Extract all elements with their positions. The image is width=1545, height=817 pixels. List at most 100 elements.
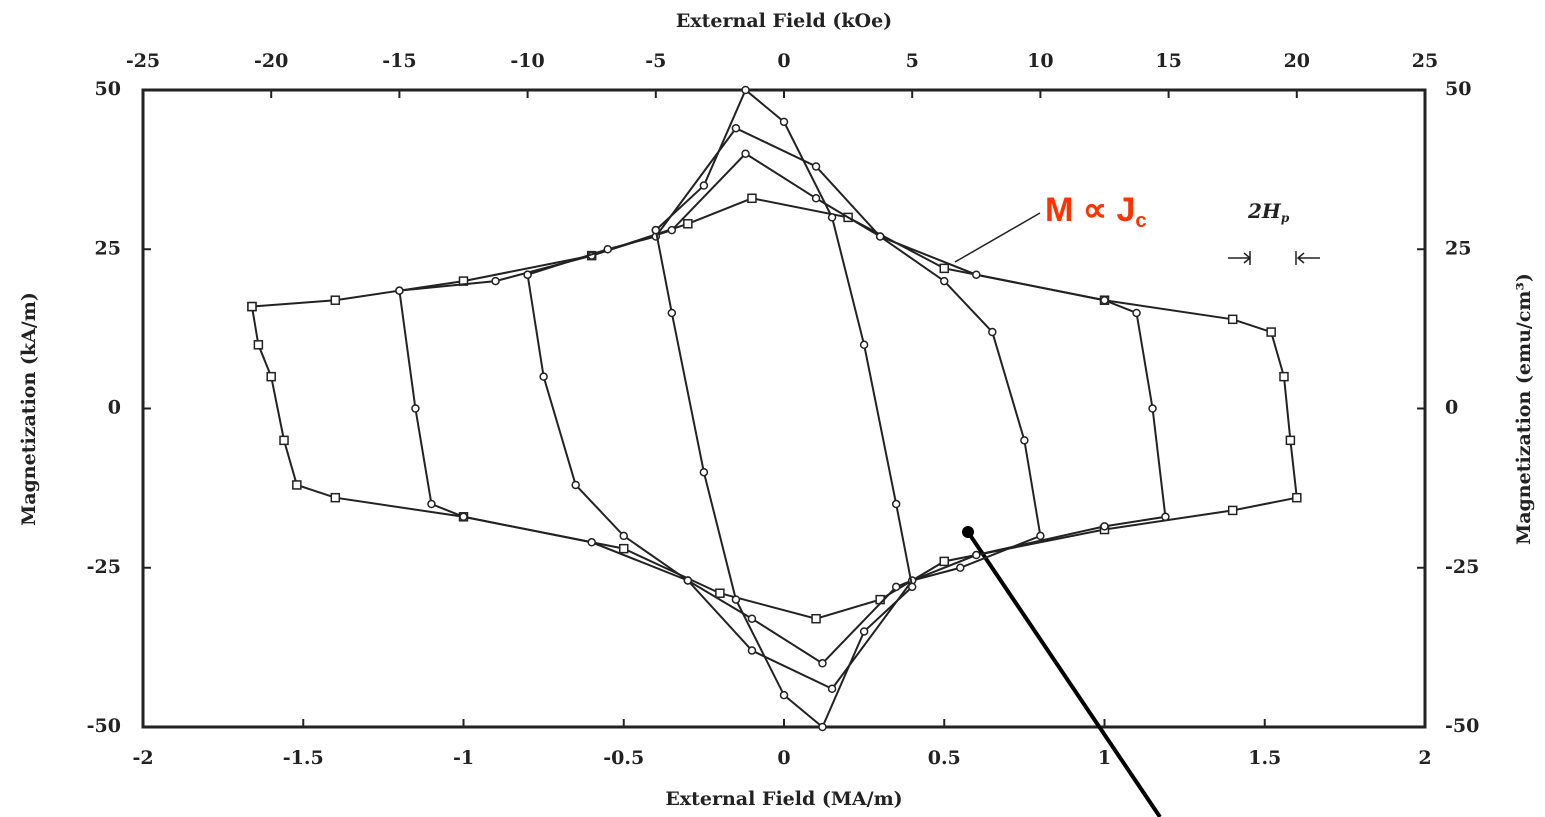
point [827,213,837,222]
point [779,690,789,700]
annotation: 2Hp [1247,199,1290,225]
point [395,286,404,295]
hp-arrows [1228,251,1320,265]
point [859,627,869,636]
point [811,162,821,171]
point [619,543,629,554]
point [891,499,901,509]
point [988,327,997,337]
point [491,276,500,286]
point [279,435,289,446]
point [571,480,580,490]
point [266,371,276,382]
point [1227,505,1238,516]
point [683,219,693,229]
x2-tick-label: -10 [510,50,544,72]
point [747,646,757,655]
x2-tick-label: 0 [777,50,790,72]
x-tick-label: 1 [1098,747,1111,769]
point [330,295,341,305]
point [253,340,264,350]
annotation-sub: p [1281,211,1290,225]
x2-tick-label: -25 [126,50,160,72]
x-tick-label: -1 [453,747,474,769]
loop [523,123,1045,694]
x-tick-label: 2 [1418,747,1431,769]
point [1132,308,1141,318]
x-axis-label: External Field (MA/m) [665,788,902,810]
point [1285,435,1296,446]
y-axis-label: Magnetization (kA/m) [18,292,40,526]
point [667,308,677,318]
point [1036,531,1045,541]
point [247,301,257,312]
point [667,225,677,235]
y-tick-label: -50 [87,715,121,737]
loop-line [526,126,1042,691]
point [651,225,661,235]
point [1227,314,1238,325]
point [972,270,981,279]
x-tick-label: 0.5 [928,747,961,769]
point [539,372,548,381]
point [875,232,885,241]
x2-axis-label: External Field (kOe) [676,10,892,32]
x2-tick-label: 20 [1284,50,1310,72]
point [715,588,725,598]
point [891,582,901,592]
point [972,550,981,560]
y2-tick-label: -50 [1445,715,1479,737]
point [940,276,949,286]
point [818,659,827,668]
point [1100,522,1109,531]
point [859,340,869,350]
loop [651,85,917,732]
annotation-sub: c [1135,211,1146,233]
point [811,194,821,203]
point [1148,404,1157,413]
x2-tick-label: -20 [254,50,288,72]
y2-tick-label: 25 [1445,237,1471,259]
y-tick-label: 50 [95,78,121,100]
point [741,149,750,158]
point [411,404,420,413]
point [939,263,949,274]
x-tick-label: 1.5 [1248,747,1281,769]
point [1292,492,1302,503]
point [523,270,532,279]
x-tick-label: 0 [777,747,790,769]
x2-tick-label: -15 [382,50,416,72]
x-tick-label: -2 [132,747,153,769]
y-tick-label: 25 [95,237,121,259]
point [747,614,757,623]
annotation-text: 2H [1247,199,1282,223]
point [939,556,949,567]
point [827,684,837,694]
point [779,117,789,127]
annotation-text: M ∝ J [1045,191,1135,229]
x2-tick-label: 5 [906,50,919,72]
point [603,245,612,254]
loop [395,149,1170,668]
point [330,492,341,503]
point [587,538,596,547]
point [683,576,693,585]
y-tick-label: 0 [108,397,121,419]
x2-tick-label: 10 [1027,50,1053,72]
point [956,563,965,572]
point [1266,327,1276,337]
y2-tick-label: 0 [1445,397,1458,419]
loop-line [250,197,1298,620]
point [1279,371,1289,382]
point [699,467,709,477]
point [1161,512,1170,522]
point [699,181,709,190]
point [731,595,741,604]
point [427,499,436,509]
x-tick-label: -0.5 [603,747,644,769]
point [619,531,628,541]
x-tick-label: -1.5 [283,747,324,769]
x2-tick-label: 25 [1412,50,1438,72]
annotation: M ∝ Jc [1045,191,1147,233]
